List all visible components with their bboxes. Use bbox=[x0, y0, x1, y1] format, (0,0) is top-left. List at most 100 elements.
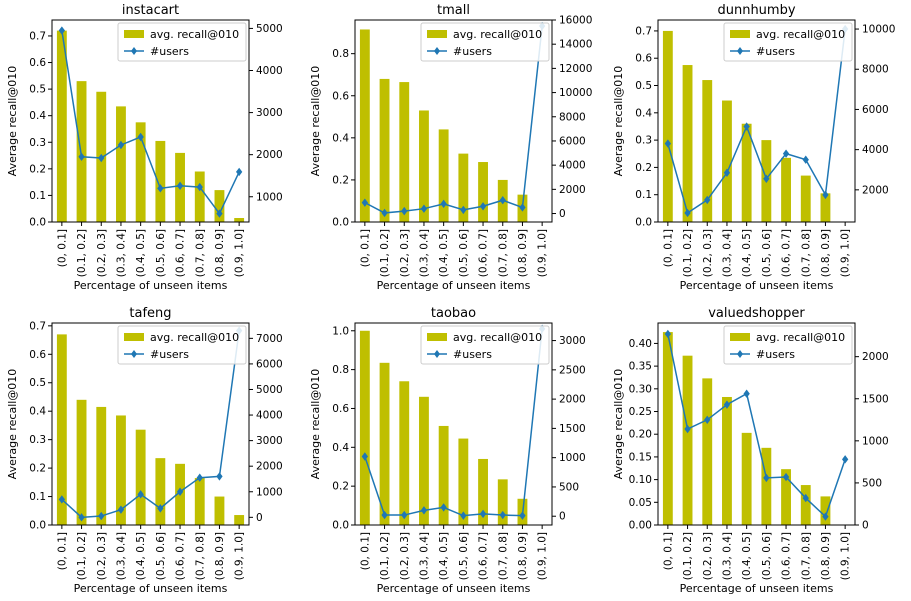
xtick-label: (0.4, 0.5] bbox=[135, 229, 147, 277]
xtick-label: (0.1, 0.2] bbox=[76, 229, 88, 277]
users-point-(0.4, 0.5] bbox=[137, 132, 144, 142]
legend-bar-swatch bbox=[427, 30, 447, 38]
ytick-label: 0.2 bbox=[29, 163, 46, 175]
ytick-label: 0.4 bbox=[332, 442, 349, 454]
ytick-label: 0.2 bbox=[29, 463, 46, 475]
y2tick-label: 500 bbox=[559, 481, 579, 493]
x-axis-label: Percentage of unseen items bbox=[74, 582, 228, 595]
bar-(0.1, 0.2] bbox=[682, 355, 693, 525]
users-point-(0.1, 0.2] bbox=[684, 208, 691, 218]
users-line bbox=[667, 28, 846, 215]
bar-(0.3, 0.4] bbox=[116, 106, 126, 222]
xtick-label: (0.6, 0.7] bbox=[175, 532, 187, 580]
users-line bbox=[364, 328, 543, 517]
xtick-label: (0.5, 0.6] bbox=[761, 532, 773, 580]
users-point-(0.2, 0.3] bbox=[98, 153, 105, 163]
xtick-label: (0.6, 0.7] bbox=[478, 229, 490, 277]
xtick-label: (0.5, 0.6] bbox=[155, 229, 167, 277]
users-point-(0.8, 0.9] bbox=[822, 512, 829, 521]
xtick-label: (0.2, 0.3] bbox=[96, 229, 108, 277]
bar-(0.2, 0.3] bbox=[702, 80, 713, 223]
bar-(0, 0.1] bbox=[56, 334, 67, 525]
y2tick-label: 5000 bbox=[256, 384, 283, 396]
ytick-label: 0.05 bbox=[629, 497, 652, 509]
subplot-tmall: 0.0 0.2 0.4 0.6 0.8 0 2000 4000 6000 8000 10000 120… bbox=[309, 3, 592, 292]
xtick-label: (0.2, 0.3] bbox=[96, 532, 108, 580]
subplot-instacart: 0.0 0.1 0.2 0.3 0.4 0.5 0.6 0.7 1000 2000 3000 4000… bbox=[6, 3, 283, 292]
y2tick-label: 0 bbox=[559, 511, 566, 523]
xtick-label: (0.6, 0.7] bbox=[781, 229, 793, 277]
ytick-label: 0.1 bbox=[29, 491, 46, 503]
ytick-label: 0.6 bbox=[29, 349, 46, 361]
bar-(0.8, 0.9] bbox=[820, 193, 831, 222]
legend-line-label: #users bbox=[756, 348, 795, 361]
legend-bar-label: avg. recall@010 bbox=[756, 331, 845, 344]
xtick-label: (0, 0.1] bbox=[359, 229, 371, 267]
ytick-label: 0.8 bbox=[332, 48, 349, 60]
y2tick-label: 4000 bbox=[256, 410, 283, 422]
y2tick-label: 6000 bbox=[862, 104, 889, 116]
ytick-label: 0.00 bbox=[629, 520, 652, 532]
legend-line-label: #users bbox=[150, 45, 189, 58]
ytick-label: 0.4 bbox=[635, 107, 652, 119]
legend-line-label: #users bbox=[150, 348, 189, 361]
bar-(0.4, 0.5] bbox=[438, 129, 449, 222]
y2tick-label: 2500 bbox=[559, 364, 586, 376]
legend-box bbox=[723, 325, 853, 365]
ytick-label: 0.0 bbox=[29, 217, 46, 229]
xtick-label: (0.9, 1.0] bbox=[840, 532, 852, 580]
y-axis-label: Average recall@010 bbox=[612, 66, 625, 177]
y-axis-label: Average recall@010 bbox=[6, 66, 19, 177]
y2tick-label: 2000 bbox=[256, 149, 283, 161]
legend-bar-label: avg. recall@010 bbox=[453, 28, 542, 41]
legend-box bbox=[117, 325, 247, 365]
bar-(0.5, 0.6] bbox=[458, 153, 469, 222]
users-point-(0.5, 0.6] bbox=[157, 504, 164, 513]
subplot-dunnhumby: 0.0 0.1 0.2 0.3 0.4 0.5 0.6 0.7 2000 4000 6000 8000… bbox=[612, 3, 895, 292]
users-point-(0.5, 0.6] bbox=[763, 473, 770, 483]
xtick-label: (0.3, 0.4] bbox=[115, 532, 127, 580]
ytick-label: 0.6 bbox=[332, 403, 349, 415]
users-point-(0.2, 0.3] bbox=[401, 510, 408, 520]
bar-(0.4, 0.5] bbox=[438, 425, 449, 525]
ytick-label: 0.8 bbox=[332, 364, 349, 376]
ytick-label: 0.2 bbox=[635, 162, 652, 174]
xtick-label: (0.5, 0.6] bbox=[458, 229, 470, 277]
legend-bar-label: avg. recall@010 bbox=[756, 28, 845, 41]
ytick-label: 0.2 bbox=[332, 481, 349, 493]
users-point-(0.4, 0.5] bbox=[137, 490, 144, 499]
xtick-label: (0.8, 0.9] bbox=[517, 229, 529, 277]
xtick-label: (0.8, 0.9] bbox=[214, 532, 226, 580]
legend-bar-swatch bbox=[427, 333, 447, 341]
users-point-(0.2, 0.3] bbox=[401, 206, 408, 216]
users-point-(0.1, 0.2] bbox=[78, 152, 85, 161]
users-point-(0.4, 0.5] bbox=[440, 503, 447, 512]
users-point-(0.1, 0.2] bbox=[684, 424, 691, 434]
legend: avg. recall@010 #users bbox=[723, 325, 853, 365]
users-point-(0.2, 0.3] bbox=[704, 195, 711, 205]
bar-(0.4, 0.5] bbox=[741, 123, 752, 222]
users-point-(0.6, 0.7] bbox=[782, 472, 790, 482]
y2tick-label: 2000 bbox=[559, 184, 586, 196]
y2tick-label: 1000 bbox=[559, 452, 586, 464]
subplot-valuedshopper: 0.00 0.05 0.10 0.15 0.20 0.25 0.30 0.35 0.40 0 500… bbox=[612, 306, 889, 595]
ytick-label: 0.30 bbox=[629, 383, 652, 395]
xtick-label: (0.2, 0.3] bbox=[702, 532, 714, 580]
plot-frame bbox=[657, 19, 856, 223]
bar-(0.9, 1.0] bbox=[234, 515, 245, 525]
ytick-label: 0.4 bbox=[29, 406, 46, 418]
y2tick-label: 6000 bbox=[559, 135, 586, 147]
bar-(0, 0.1] bbox=[359, 29, 370, 222]
users-point-(0.6, 0.7] bbox=[176, 181, 184, 191]
legend-diamond-icon bbox=[434, 47, 440, 55]
users-point-(0.3, 0.4] bbox=[420, 204, 428, 213]
y2tick-label: 5000 bbox=[256, 23, 283, 35]
ytick-label: 0.3 bbox=[635, 135, 652, 147]
users-point-(0.3, 0.4] bbox=[117, 505, 125, 514]
bar-(0.6, 0.7] bbox=[781, 469, 791, 525]
users-point-(0.5, 0.6] bbox=[763, 174, 770, 183]
users-point-(0.8, 0.9] bbox=[822, 190, 829, 200]
ytick-label: 0.4 bbox=[332, 132, 349, 144]
xtick-label: (0.7, 0.8] bbox=[497, 532, 509, 580]
